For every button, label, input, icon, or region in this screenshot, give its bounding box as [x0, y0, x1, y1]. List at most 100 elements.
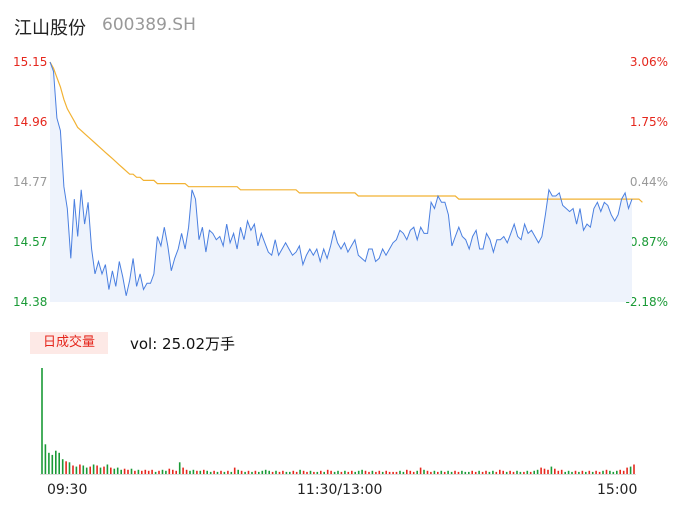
volume-bar	[99, 467, 102, 474]
volume-bar	[151, 469, 153, 474]
volume-bar	[278, 471, 281, 474]
volume-bar	[529, 471, 532, 474]
volume-bar	[492, 470, 494, 474]
volume-bar	[313, 471, 315, 474]
volume-bar	[609, 470, 611, 474]
volume-bar	[344, 470, 346, 474]
volume-bar	[354, 471, 356, 474]
percent-tick-1: 3.06%	[629, 55, 668, 69]
volume-bar	[103, 466, 105, 474]
volume-bar	[41, 368, 43, 474]
volume-bar	[567, 470, 570, 474]
volume-bar	[220, 470, 222, 474]
volume-bar	[578, 471, 580, 474]
volume-bar	[92, 464, 95, 474]
volume-bar	[364, 470, 367, 474]
volume-bar	[602, 470, 604, 474]
volume-bar	[443, 471, 446, 474]
stock-name: 江山股份	[14, 18, 86, 39]
volume-bar	[306, 471, 308, 474]
volume-bar	[526, 470, 529, 474]
volume-bar	[626, 467, 628, 474]
volume-bar	[481, 471, 484, 474]
volume-bar	[48, 452, 50, 474]
volume-bar	[51, 454, 54, 474]
volume-bar	[591, 471, 594, 474]
volume-bar	[141, 470, 143, 474]
volume-bar	[392, 471, 394, 474]
volume-bar	[581, 470, 584, 474]
volume-bar	[574, 470, 577, 474]
volume-bar	[79, 464, 81, 474]
volume-bar	[72, 465, 74, 474]
volume-bar	[409, 470, 412, 474]
volume-bar	[185, 469, 188, 474]
volume-bar	[564, 471, 566, 474]
volume-bar	[547, 469, 549, 474]
volume-bars	[41, 368, 635, 474]
volume-bar	[189, 470, 191, 474]
volume-bar	[454, 470, 456, 474]
volume-bar	[223, 471, 226, 474]
price-line	[49, 61, 633, 296]
volume-bar	[406, 469, 408, 474]
volume-bar	[474, 471, 477, 474]
volume-bar	[320, 470, 322, 474]
volume-bar	[127, 469, 129, 474]
volume-bar	[258, 471, 260, 474]
volume-bar	[206, 470, 208, 474]
volume-bar	[533, 470, 535, 474]
volume-bar	[65, 461, 67, 474]
volume-bar	[44, 444, 47, 474]
volume-bar	[154, 471, 157, 474]
volume-bar	[247, 470, 250, 474]
volume-bar	[199, 470, 202, 474]
volume-bar	[251, 471, 253, 474]
volume-bar	[337, 470, 339, 474]
percent-tick-5: -2.18%	[625, 295, 668, 309]
volume-bar	[402, 471, 405, 474]
volume-bar	[116, 467, 119, 474]
volume-bar	[523, 471, 525, 474]
percent-tick-3: 0.44%	[629, 175, 668, 189]
volume-bar	[619, 469, 621, 474]
volume-bar	[233, 467, 236, 474]
volume-bar	[282, 470, 284, 474]
volume-bar	[478, 470, 480, 474]
volume-bar	[622, 470, 625, 474]
volume-bar	[175, 470, 177, 474]
volume-bar	[144, 469, 147, 474]
volume-bar	[134, 470, 136, 474]
volume-bar	[560, 469, 563, 474]
volume-bar	[571, 471, 573, 474]
volume-bar	[512, 471, 515, 474]
volume-bar	[595, 470, 597, 474]
volume-bar	[416, 470, 418, 474]
volume-tab[interactable]: 日成交量	[30, 332, 108, 354]
volume-bar	[509, 470, 511, 474]
volume-bar	[110, 467, 112, 474]
volume-bar	[113, 468, 116, 474]
volume-bar	[172, 469, 174, 474]
volume-bar	[457, 471, 460, 474]
price-area-fill	[50, 62, 632, 302]
time-label-close: 15:00	[597, 482, 638, 498]
volume-bar	[299, 469, 301, 474]
volume-bar	[68, 462, 71, 474]
volume-bar	[450, 471, 453, 474]
volume-bar	[543, 468, 546, 474]
volume-bar	[368, 471, 370, 474]
volume-bar	[488, 471, 491, 474]
volume-bar	[502, 470, 504, 474]
volume-bar	[75, 466, 78, 474]
volume-bar	[629, 466, 632, 474]
volume-bar	[213, 470, 215, 474]
volume-readout: vol: 25.02万手	[130, 335, 235, 353]
volume-bar	[585, 471, 587, 474]
volume-bar	[203, 469, 205, 474]
volume-bar	[385, 470, 387, 474]
volume-bar	[85, 467, 88, 474]
volume-bar	[616, 470, 618, 474]
volume-bar	[165, 470, 167, 474]
